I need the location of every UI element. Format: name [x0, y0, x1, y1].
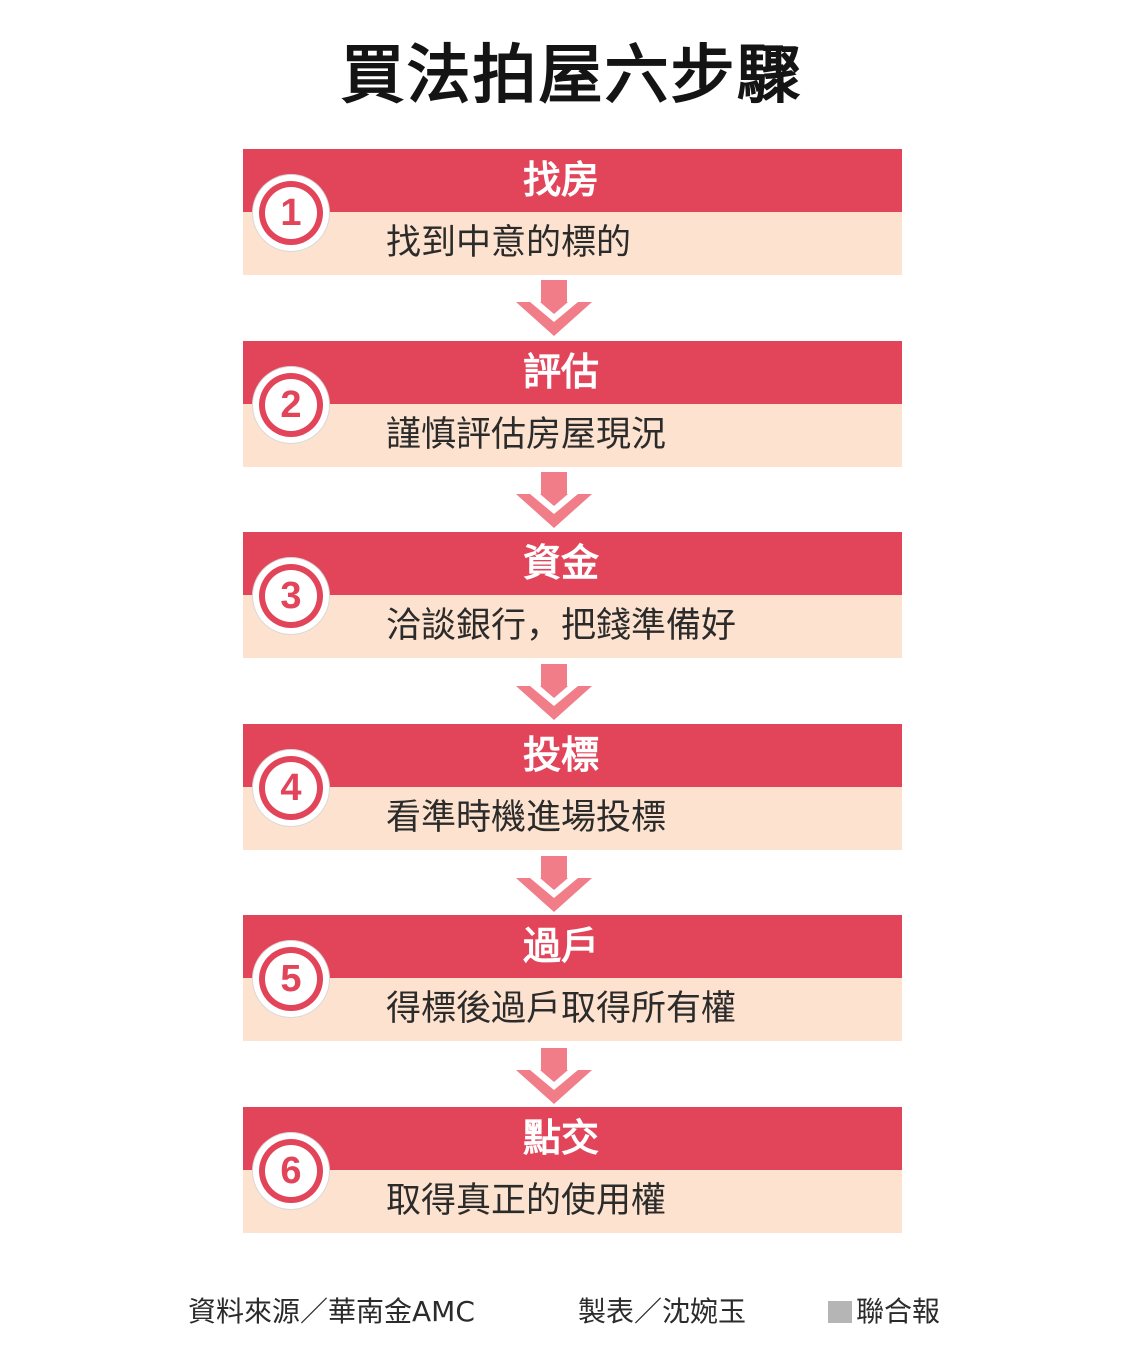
down-arrow-icon [516, 280, 592, 336]
step-3-heading: 資金 [523, 541, 600, 585]
step-5-number-badge: 5 [253, 941, 329, 1017]
page-title: 買法拍屋六步驟 [340, 39, 803, 113]
publisher-credit: 聯合報 [828, 1290, 940, 1334]
step-1-description: 找到中意的標的 [386, 223, 632, 263]
step-3-body: 洽談銀行，把錢準備好 [243, 595, 902, 658]
step-2: 評估 謹慎評估房屋現況 2 [243, 341, 902, 467]
step-6-number: 6 [265, 1145, 317, 1197]
step-6: 點交 取得真正的使用權 6 [243, 1107, 902, 1233]
step-5-body: 得標後過戶取得所有權 [243, 978, 902, 1041]
down-arrow-icon [516, 472, 592, 528]
step-1-header: 找房 [243, 149, 902, 212]
step-4: 投標 看準時機進場投標 4 [243, 724, 902, 850]
down-arrow-icon [516, 1048, 592, 1104]
step-2-body: 謹慎評估房屋現況 [243, 404, 902, 467]
step-1: 找房 找到中意的標的 1 [243, 149, 902, 275]
step-3: 資金 洽談銀行，把錢準備好 3 [243, 532, 902, 658]
step-3-number: 3 [265, 570, 317, 622]
step-3-header: 資金 [243, 532, 902, 595]
step-2-heading: 評估 [523, 350, 600, 394]
step-1-number: 1 [265, 187, 317, 239]
publisher-name: 聯合報 [856, 1295, 941, 1328]
step-1-body: 找到中意的標的 [243, 212, 902, 275]
step-2-number: 2 [265, 379, 317, 431]
step-2-description: 謹慎評估房屋現況 [386, 415, 667, 455]
step-3-number-badge: 3 [253, 558, 329, 634]
step-6-header: 點交 [243, 1107, 902, 1170]
step-2-number-badge: 2 [253, 367, 329, 443]
step-6-body: 取得真正的使用權 [243, 1170, 902, 1233]
step-4-header: 投標 [243, 724, 902, 787]
publisher-logo-icon [828, 1301, 852, 1323]
step-5-header: 過戶 [243, 915, 902, 978]
source-credit: 資料來源／華南金AMC [188, 1295, 475, 1328]
step-6-heading: 點交 [523, 1116, 600, 1160]
step-4-number-badge: 4 [253, 750, 329, 826]
step-2-header: 評估 [243, 341, 902, 404]
step-5-description: 得標後過戶取得所有權 [386, 989, 737, 1029]
step-5: 過戶 得標後過戶取得所有權 5 [243, 915, 902, 1041]
step-1-number-badge: 1 [253, 175, 329, 251]
step-1-heading: 找房 [523, 158, 600, 202]
step-5-heading: 過戶 [523, 924, 600, 968]
step-4-number: 4 [265, 762, 317, 814]
step-4-body: 看準時機進場投標 [243, 787, 902, 850]
step-4-heading: 投標 [523, 733, 600, 777]
down-arrow-icon [516, 664, 592, 720]
down-arrow-icon [516, 856, 592, 912]
step-5-number: 5 [265, 953, 317, 1005]
step-3-description: 洽談銀行，把錢準備好 [386, 606, 737, 646]
step-6-description: 取得真正的使用權 [386, 1181, 667, 1221]
step-4-description: 看準時機進場投標 [386, 798, 667, 838]
maker-credit: 製表／沈婉玉 [578, 1295, 747, 1328]
step-6-number-badge: 6 [253, 1133, 329, 1209]
